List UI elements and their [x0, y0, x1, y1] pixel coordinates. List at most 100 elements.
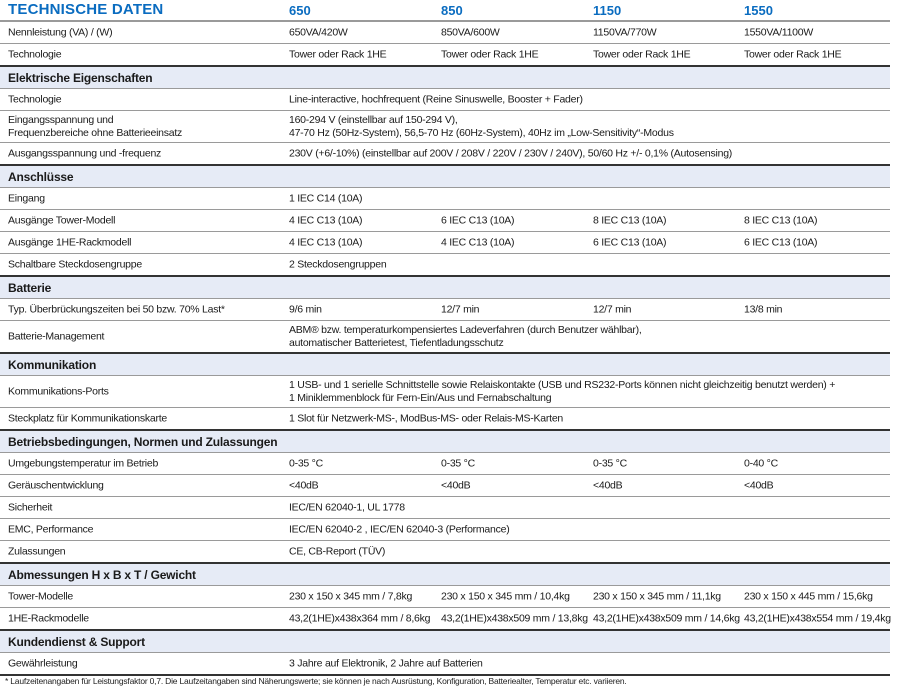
row-value-line: 1150VA/770W — [593, 26, 657, 38]
section-header: Batterie — [0, 277, 890, 299]
section-header: Betriebsbedingungen, Normen und Zulassun… — [0, 431, 890, 453]
row-label-line: Ausgangsspannung und -frequenz — [8, 147, 162, 159]
row-value-line: 1 USB- und 1 serielle Schnittstelle sowi… — [289, 378, 836, 391]
row-value: 1550VA/1100W — [744, 26, 813, 39]
row-label-line: Umgebungstemperatur im Betrieb — [8, 457, 159, 469]
row-value: 4 IEC C13 (10A) — [441, 236, 515, 249]
row-label: Schaltbare Steckdosengruppe — [8, 258, 142, 271]
row-value: 12/7 min — [593, 303, 632, 316]
row-value-line: 0-35 °C — [593, 457, 627, 469]
row-value-line: <40dB — [593, 479, 623, 491]
row-label-line: EMC, Performance — [8, 523, 94, 535]
footnote: * Laufzeitenangaben für Leistungsfaktor … — [5, 676, 627, 686]
row-value: Line-interactive, hochfrequent (Reine Si… — [289, 93, 583, 106]
row-value-line: 9/6 min — [289, 303, 322, 315]
row-value-line: 0-35 °C — [289, 457, 323, 469]
row-value: 43,2(1HE)x438x554 mm / 19,4kg — [744, 612, 891, 625]
row-value-line: Tower oder Rack 1HE — [289, 48, 387, 60]
row-value-line: <40dB — [744, 479, 774, 491]
row-value-line: 230 x 150 x 345 mm / 7,8kg — [289, 590, 413, 602]
row-value-line: <40dB — [289, 479, 319, 491]
row-value-line: 8 IEC C13 (10A) — [593, 214, 667, 226]
row-value-line: Tower oder Rack 1HE — [593, 48, 691, 60]
row-label: Tower-Modelle — [8, 590, 73, 603]
table-row: Technologie Tower oder Rack 1HE Tower oder… — [0, 44, 890, 67]
section-title: Kommunikation — [8, 358, 97, 372]
section-title: Kundendienst & Support — [8, 635, 145, 649]
table-row: Ausgangsspannung und -frequenz 230V (+6/-… — [0, 143, 890, 166]
row-label: Technologie — [8, 93, 62, 106]
table-body: Nennleistung (VA) / (W) 650VA/420W 850VA/6… — [0, 22, 891, 676]
row-value-line: 12/7 min — [593, 303, 632, 315]
model-1550-header: 1550 — [744, 3, 773, 18]
row-value-line: 43,2(1HE)x438x509 mm / 13,8kg — [441, 612, 588, 624]
model-1150-header: 1150 — [593, 3, 622, 18]
row-label-line: Technologie — [8, 93, 62, 105]
table-row: Steckplatz für Kommunikationskarte 1 Slot… — [0, 408, 890, 431]
row-label: Batterie-Management — [8, 330, 104, 343]
row-label: Nennleistung (VA) / (W) — [8, 26, 113, 39]
row-value: 3 Jahre auf Elektronik, 2 Jahre auf Batt… — [289, 657, 483, 670]
section-header: Anschlüsse — [0, 166, 890, 188]
row-label-line: Batterie-Management — [8, 330, 105, 342]
row-value: 4 IEC C13 (10A) — [289, 236, 363, 249]
row-value-line: 2 Steckdosengruppen — [289, 258, 387, 270]
row-value-line: 4 IEC C13 (10A) — [289, 214, 363, 226]
table-row: Gewährleistung 3 Jahre auf Elektronik, 2 … — [0, 653, 890, 676]
row-label-line: Kommunikations-Ports — [8, 385, 109, 397]
row-value-line: 0-35 °C — [441, 457, 475, 469]
section-header: Kommunikation — [0, 354, 890, 376]
row-value: 650VA/420W — [289, 26, 348, 39]
table-row: Zulassungen CE, CB-Report (TÜV) — [0, 541, 890, 564]
row-value-line: 1 Slot für Netzwerk-MS-, ModBus-MS- oder… — [289, 412, 563, 424]
row-label: Gewährleistung — [8, 657, 78, 670]
row-value: <40dB — [593, 479, 623, 492]
row-label: Kommunikations-Ports — [8, 385, 109, 398]
row-value-line: 6 IEC C13 (10A) — [441, 214, 515, 226]
row-value: IEC/EN 62040-2 , IEC/EN 62040-3 (Perform… — [289, 523, 510, 536]
table-row: Nennleistung (VA) / (W) 650VA/420W 850VA/6… — [0, 22, 890, 44]
row-value-line: 8 IEC C13 (10A) — [744, 214, 818, 226]
row-value: 43,2(1HE)x438x509 mm / 14,6kg — [593, 612, 740, 625]
row-value: 1 IEC C14 (10A) — [289, 192, 363, 205]
row-value-line: 43,2(1HE)x438x554 mm / 19,4kg — [744, 612, 891, 624]
row-value: 4 IEC C13 (10A) — [289, 214, 363, 227]
section-header: Elektrische Eigenschaften — [0, 67, 890, 89]
row-label: Sicherheit — [8, 501, 52, 514]
row-value: 850VA/600W — [441, 26, 500, 39]
row-value-line: 230 x 150 x 445 mm / 15,6kg — [744, 590, 873, 602]
row-label: Ausgänge Tower-Modell — [8, 214, 115, 227]
row-value: 8 IEC C13 (10A) — [744, 214, 818, 227]
section-title: Anschlüsse — [8, 170, 74, 184]
row-value-line: 160-294 V (einstellbar auf 150-294 V), — [289, 113, 458, 126]
row-value: 6 IEC C13 (10A) — [744, 236, 818, 249]
row-value: Tower oder Rack 1HE — [289, 48, 387, 61]
row-value-line: 1 Miniklemmenblock für Fern-Ein/Aus und … — [289, 391, 552, 404]
row-value-line: 230 x 150 x 345 mm / 10,4kg — [441, 590, 570, 602]
row-value: 230 x 150 x 345 mm / 10,4kg — [441, 590, 570, 603]
row-value: 43,2(1HE)x438x509 mm / 13,8kg — [441, 612, 588, 625]
row-label: 1HE-Rackmodelle — [8, 612, 89, 625]
row-value-line: 12/7 min — [441, 303, 480, 315]
row-value: 8 IEC C13 (10A) — [593, 214, 667, 227]
row-label: Umgebungstemperatur im Betrieb — [8, 457, 158, 470]
row-value-line: 47-70 Hz (50Hz-System), 56,5-70 Hz (60Hz… — [289, 126, 674, 139]
table-row: 1HE-Rackmodelle 43,2(1HE)x438x364 mm / 8,… — [0, 608, 891, 631]
row-value: 230 x 150 x 345 mm / 11,1kg — [593, 590, 721, 603]
row-label-line: Eingangsspannung und — [8, 113, 114, 126]
row-value-line: 6 IEC C13 (10A) — [593, 236, 667, 248]
row-value-line: 0-40 °C — [744, 457, 778, 469]
row-value: 230V (+6/-10%) (einstellbar auf 200V / 2… — [289, 147, 732, 160]
row-label: Eingangsspannung und Frequenzbereiche ohn… — [8, 114, 182, 140]
table-row: Ausgänge 1HE-Rackmodell 4 IEC C13 (10A) 4 … — [0, 232, 890, 254]
model-650-header: 650 — [289, 3, 311, 18]
table-row: Technologie Line-interactive, hochfrequen… — [0, 89, 890, 111]
row-value-line: 850VA/600W — [441, 26, 500, 38]
row-value: IEC/EN 62040-1, UL 1778 — [289, 501, 405, 514]
row-label-line: Typ. Überbrückungszeiten bei 50 bzw. 70%… — [8, 303, 225, 315]
row-value-line: Tower oder Rack 1HE — [441, 48, 539, 60]
row-value-line: 1 IEC C14 (10A) — [289, 192, 363, 204]
row-value-line: IEC/EN 62040-2 , IEC/EN 62040-3 (Perform… — [289, 523, 510, 535]
table-row: Tower-Modelle 230 x 150 x 345 mm / 7,8kg 2… — [0, 586, 890, 608]
table-row: Typ. Überbrückungszeiten bei 50 bzw. 70%… — [0, 299, 890, 321]
